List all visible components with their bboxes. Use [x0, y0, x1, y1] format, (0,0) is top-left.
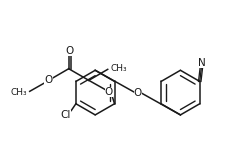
Text: O: O: [134, 88, 142, 98]
Text: O: O: [44, 75, 53, 85]
Text: Cl: Cl: [60, 110, 71, 120]
Text: O: O: [105, 87, 113, 97]
Text: CH₃: CH₃: [111, 64, 127, 73]
Text: N: N: [198, 58, 206, 68]
Text: O: O: [66, 46, 74, 56]
Text: CH₃: CH₃: [11, 88, 27, 97]
